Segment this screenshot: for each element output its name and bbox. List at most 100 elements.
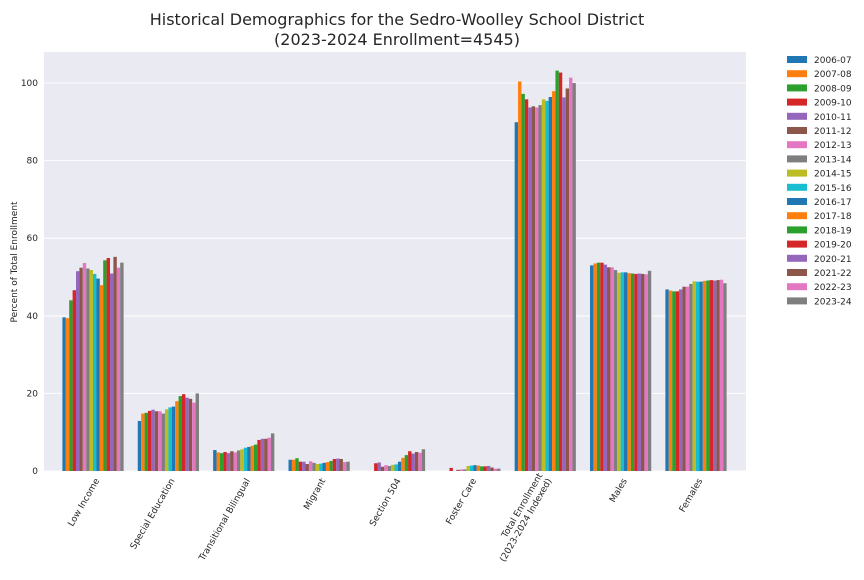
bar bbox=[490, 467, 494, 471]
bar bbox=[620, 272, 625, 471]
bar bbox=[600, 262, 604, 471]
y-tick-label: 100 bbox=[21, 79, 38, 89]
bar bbox=[644, 274, 648, 471]
legend-label: 2017-18 bbox=[814, 212, 852, 222]
legend-swatch bbox=[787, 127, 807, 134]
x-tick-label: Low Income bbox=[67, 477, 103, 529]
legend-label: 2007-08 bbox=[814, 70, 852, 80]
bar bbox=[230, 451, 234, 471]
y-tick-label: 20 bbox=[27, 389, 39, 399]
bar bbox=[719, 279, 724, 471]
bar bbox=[692, 281, 696, 471]
legend-swatch bbox=[787, 155, 807, 163]
bar bbox=[469, 465, 474, 471]
legend-label: 2018-19 bbox=[814, 226, 852, 236]
legend-label: 2012-13 bbox=[814, 141, 852, 151]
legend-swatch bbox=[787, 141, 807, 149]
bar bbox=[116, 267, 121, 471]
legend: 2006-07 2007-08 2008-09 2009-10 2010-11 2011-… bbox=[787, 56, 852, 307]
bar bbox=[137, 420, 142, 471]
legend-swatch bbox=[787, 283, 807, 291]
bar bbox=[624, 272, 628, 471]
bar bbox=[305, 464, 309, 471]
x-tick-label: Total Enrollment(2023-2024 Indexed) bbox=[489, 471, 554, 564]
bar bbox=[188, 398, 193, 471]
bar bbox=[607, 267, 611, 471]
bar bbox=[69, 300, 73, 471]
legend-label: 2011-12 bbox=[814, 127, 852, 137]
bar bbox=[593, 263, 597, 471]
bar bbox=[391, 464, 395, 471]
bar bbox=[493, 468, 498, 471]
bar bbox=[312, 462, 316, 471]
bar bbox=[685, 286, 690, 471]
bar bbox=[637, 273, 642, 471]
bar bbox=[414, 451, 419, 471]
bar bbox=[675, 291, 679, 471]
legend-label: 2023-24 bbox=[814, 297, 852, 307]
legend-label: 2020-21 bbox=[814, 255, 852, 265]
legend-swatch bbox=[787, 84, 807, 92]
bar bbox=[524, 99, 529, 471]
bar bbox=[613, 270, 618, 471]
bar bbox=[216, 452, 220, 471]
x-tick-label: Females bbox=[678, 477, 705, 515]
bar bbox=[411, 453, 415, 471]
x-tick-labels: Low Income Special Education Transitional … bbox=[67, 471, 706, 564]
bar bbox=[634, 273, 638, 471]
bar bbox=[65, 318, 70, 471]
bar bbox=[689, 284, 693, 471]
bar bbox=[521, 93, 525, 472]
legend-label: 2015-16 bbox=[814, 184, 852, 194]
bar bbox=[630, 273, 635, 471]
bar bbox=[247, 446, 251, 471]
bar bbox=[181, 394, 186, 471]
bar bbox=[264, 438, 268, 471]
bar bbox=[270, 433, 275, 471]
bar bbox=[168, 407, 172, 471]
bar bbox=[696, 281, 700, 471]
bar bbox=[641, 273, 645, 471]
bar bbox=[404, 455, 409, 471]
bar bbox=[531, 106, 536, 471]
bar bbox=[336, 458, 340, 471]
bar bbox=[332, 458, 337, 471]
y-tick-label: 80 bbox=[27, 157, 39, 167]
bar bbox=[291, 459, 296, 471]
bar bbox=[103, 260, 107, 471]
legend-swatch bbox=[787, 56, 807, 63]
bar bbox=[466, 465, 470, 471]
bar bbox=[308, 461, 313, 471]
y-tick-label: 60 bbox=[27, 234, 39, 244]
bar bbox=[113, 256, 117, 471]
bar bbox=[459, 469, 464, 471]
bar bbox=[590, 265, 594, 471]
bar bbox=[627, 273, 631, 471]
bar bbox=[538, 105, 542, 472]
bar bbox=[213, 450, 217, 471]
bar bbox=[158, 411, 162, 471]
bar bbox=[99, 285, 104, 471]
bar bbox=[219, 453, 224, 471]
bar bbox=[617, 272, 621, 471]
chart-title: Historical Demographics for the Sedro-Wo… bbox=[150, 10, 645, 29]
bar bbox=[713, 280, 717, 471]
bar bbox=[672, 291, 676, 471]
bar bbox=[240, 449, 244, 471]
legend-swatch bbox=[787, 212, 807, 220]
bar bbox=[175, 401, 179, 471]
bar bbox=[647, 270, 652, 471]
bar bbox=[548, 97, 553, 471]
legend-swatch bbox=[787, 183, 807, 191]
bar bbox=[463, 469, 467, 471]
chart-subtitle: (2023-2024 Enrollment=4545) bbox=[274, 30, 520, 49]
legend-swatch bbox=[787, 297, 807, 305]
bar bbox=[257, 439, 261, 471]
bar bbox=[668, 290, 673, 471]
bar bbox=[151, 409, 155, 471]
bar bbox=[569, 77, 573, 472]
bar bbox=[596, 262, 601, 471]
legend-label: 2022-23 bbox=[814, 283, 852, 293]
bar bbox=[723, 283, 727, 471]
